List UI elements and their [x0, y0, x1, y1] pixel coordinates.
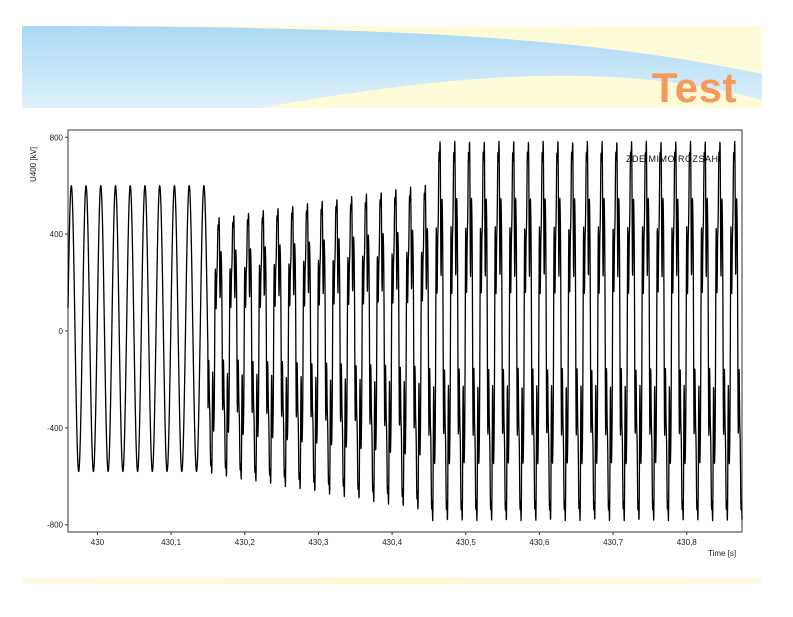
bottom-band: [22, 578, 762, 584]
x-tick-label: 430,4: [382, 538, 403, 547]
x-tick-label: 430: [91, 538, 105, 547]
range-annotation: ZDE MIMO ROZSAH: [626, 154, 719, 164]
x-tick-label: 430,7: [603, 538, 624, 547]
x-tick-label: 430,1: [161, 538, 182, 547]
y-tick-label: -400: [47, 424, 64, 433]
plot-frame: [67, 129, 743, 533]
header-band: [22, 26, 762, 108]
y-tick-label: 800: [50, 133, 64, 142]
chart-panel: -800 -400 0 400 800 430 430,1 430,2 430,3 430,4 4…: [22, 112, 762, 580]
y-tick-label: 400: [50, 230, 64, 239]
x-axis-ticks: 430 430,1 430,2 430,3 430,4 430,5 430,6 430,7 43…: [91, 532, 698, 547]
x-tick-label: 430,3: [308, 538, 329, 547]
y-tick-label: 0: [59, 327, 64, 336]
y-axis-ticks: -800 -400 0 400 800: [47, 133, 68, 530]
y-tick-label: -800: [47, 521, 64, 530]
y-axis-title: U400 [kV]: [29, 147, 38, 182]
x-axis-title: Time [s]: [708, 549, 736, 558]
voltage-series-line: [67, 140, 743, 522]
slide-title: Test: [651, 64, 737, 111]
x-tick-label: 430,2: [235, 538, 256, 547]
x-tick-label: 430,8: [677, 538, 698, 547]
x-tick-label: 430,6: [529, 538, 550, 547]
x-tick-label: 430,5: [456, 538, 477, 547]
